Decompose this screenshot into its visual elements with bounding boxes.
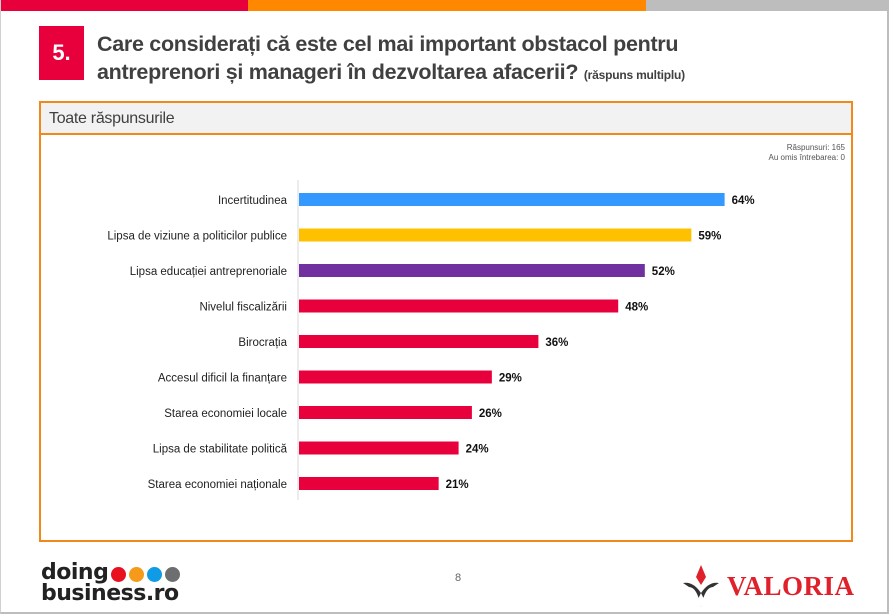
logo-dots (111, 567, 180, 582)
response-stats: Răspunsuri: 165 Au omis întrebarea: 0 (769, 143, 845, 163)
question-note: (răspuns multiplu) (583, 68, 685, 82)
logo-dot (147, 567, 162, 582)
valoria-emblem-icon (683, 565, 719, 607)
results-panel: Toate răspunsurile Răspunsuri: 165 Au om… (39, 101, 853, 542)
question-number-badge: 5. (39, 26, 84, 80)
top-bar-gray (646, 0, 889, 11)
question-title-line2: antreprenori și manageri în dezvoltarea … (97, 60, 579, 84)
panel-header: Toate răspunsurile (41, 103, 851, 135)
logo-line2: business.ro (41, 581, 179, 606)
top-bar-orange (248, 0, 646, 11)
logo-dot (129, 567, 144, 582)
question-title-line2-wrap: antreprenori și manageri în dezvoltarea … (97, 58, 857, 89)
panel-title: Toate răspunsurile (49, 110, 175, 127)
valoria-wordmark: VALORIA (727, 570, 855, 601)
responses-count: Răspunsuri: 165 (786, 143, 845, 152)
top-bar-red (1, 0, 248, 11)
question-title: Care considerați că este cel mai importa… (97, 30, 857, 89)
logo-dot (111, 567, 126, 582)
logo-line1: doing (41, 560, 109, 585)
page-number: 8 (455, 572, 462, 584)
skipped-count: Au omis întrebarea: 0 (768, 153, 845, 162)
doingbusiness-logo: doing business.ro (41, 560, 179, 606)
valoria-logo: VALORIA (681, 563, 855, 609)
logo-dot (165, 567, 180, 582)
question-title-line1: Care considerați că este cel mai importa… (97, 32, 679, 56)
